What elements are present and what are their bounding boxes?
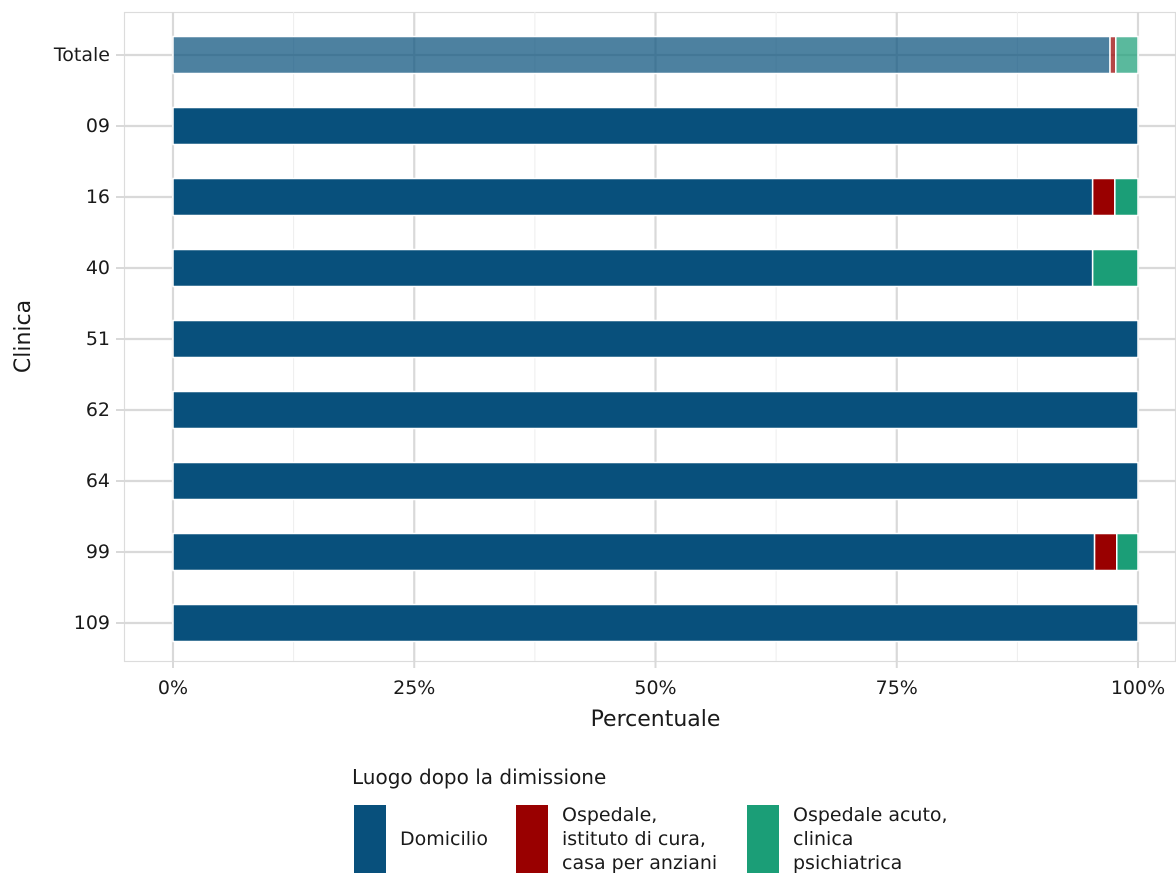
legend-key-3: [747, 805, 779, 873]
bar-segment-Totale-1: [172, 35, 1111, 75]
bar-segment-99-1: [172, 532, 1096, 572]
y-tick-label: 16: [86, 186, 110, 208]
y-tick-label: 62: [86, 399, 110, 421]
bar-segment-Totale-2: [1109, 35, 1117, 75]
legend-key-1: [354, 805, 386, 873]
legend-label-2: istituto di cura,: [562, 828, 706, 850]
x-tick-label: 75%: [876, 677, 918, 699]
bar-segment-09-1: [172, 106, 1139, 146]
x-axis-title: Percentuale: [591, 707, 721, 732]
x-tick-label: 25%: [393, 677, 435, 699]
y-tick-label: 99: [86, 541, 110, 563]
bar-segment-99-3: [1116, 532, 1139, 572]
y-tick-label: Totale: [53, 44, 110, 66]
x-tick-label: 0%: [158, 677, 188, 699]
y-tick-label: 09: [86, 115, 110, 137]
y-axis-title: Clinica: [11, 300, 36, 373]
bar-segment-62-1: [172, 390, 1139, 430]
legend-label-3: clinica: [793, 828, 853, 850]
bar-segment-40-3: [1091, 248, 1139, 288]
bar-segment-99-2: [1093, 532, 1118, 572]
bar-segment-16-2: [1091, 177, 1116, 217]
legend-label-3: Ospedale acuto,: [793, 804, 948, 826]
bar-segment-16-3: [1114, 177, 1139, 217]
y-tick-label: 40: [86, 257, 110, 279]
bar-segment-64-1: [172, 461, 1139, 501]
x-tick-label: 100%: [1111, 677, 1165, 699]
x-tick-label: 50%: [634, 677, 676, 699]
legend-label-2: Ospedale,: [562, 804, 657, 826]
y-tick-label: 109: [74, 612, 110, 634]
legend-label-1: Domicilio: [400, 828, 488, 850]
legend-label-2: casa per anziani: [562, 852, 717, 874]
legend-title: Luogo dopo la dimissione: [352, 765, 606, 789]
y-tick-label: 51: [86, 328, 110, 350]
bar-segment-16-1: [172, 177, 1094, 217]
legend-key-2: [516, 805, 548, 873]
bar-segment-109-1: [172, 603, 1139, 643]
legend-label-3: psichiatrica: [793, 852, 902, 874]
bar-segment-40-1: [172, 248, 1094, 288]
bar-segment-51-1: [172, 319, 1139, 359]
bar-segment-Totale-3: [1115, 35, 1139, 75]
y-tick-label: 64: [86, 470, 110, 492]
